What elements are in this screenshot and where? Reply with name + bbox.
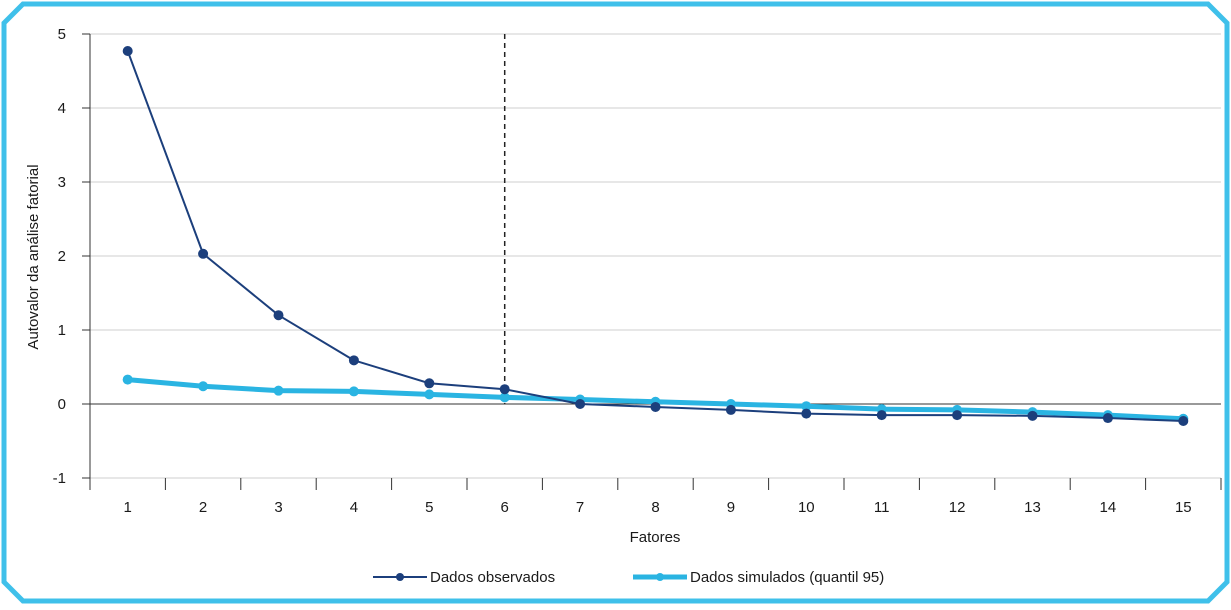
x-axis-title: Fatores <box>630 529 681 546</box>
data-point-observed <box>499 384 510 395</box>
x-tick-label: 5 <box>425 499 433 516</box>
y-tick-label: 2 <box>58 248 66 265</box>
data-point-observed <box>424 378 435 389</box>
data-point-simulated <box>424 389 435 400</box>
data-point-observed <box>1102 413 1113 424</box>
legend-observed-label: Dados observados <box>430 569 555 586</box>
legend-simulated-label: Dados simulados (quantil 95) <box>690 569 884 586</box>
x-tick-label: 15 <box>1175 499 1192 516</box>
axes <box>82 33 1222 490</box>
data-point-observed <box>575 399 586 409</box>
x-tick-label: 8 <box>651 499 659 516</box>
data-point-observed <box>1178 416 1189 427</box>
legend-simulated-marker <box>656 573 664 581</box>
data-point-simulated <box>348 386 359 397</box>
data-point-observed <box>198 248 209 259</box>
y-axis-title: Autovalor da análise fatorial <box>25 164 42 349</box>
series-line-observed <box>126 50 1184 423</box>
data-point-simulated <box>499 392 510 403</box>
x-tick-label: 2 <box>199 499 207 516</box>
data-point-observed <box>801 408 812 419</box>
data-point-observed <box>650 401 661 412</box>
y-tick-label: 1 <box>58 322 66 339</box>
gridlines <box>90 33 1221 479</box>
data-point-simulated <box>801 401 812 412</box>
y-tick-label: -1 <box>53 470 66 487</box>
legend: Dados observados Dados simulados (quanti… <box>373 569 884 586</box>
y-tick-label: 3 <box>58 174 66 191</box>
data-point-simulated <box>273 385 284 396</box>
data-point-observed <box>876 410 887 421</box>
legend-observed-marker <box>396 573 404 581</box>
x-tick-label: 11 <box>874 499 890 516</box>
data-point-observed <box>952 410 963 421</box>
x-tick-label: 14 <box>1100 499 1117 516</box>
data-point-simulated <box>198 381 209 392</box>
x-tick-label: 1 <box>124 499 132 516</box>
data-point-observed <box>725 404 736 415</box>
data-point-simulated <box>122 374 133 385</box>
legend-item-observed: Dados observados <box>373 569 555 586</box>
legend-item-simulated: Dados simulados (quantil 95) <box>633 569 884 586</box>
x-tick-label: 12 <box>949 499 966 516</box>
x-tick-label: 3 <box>274 499 282 516</box>
y-tick-label: 5 <box>58 26 66 43</box>
x-tick-label: 10 <box>798 499 815 516</box>
data-point-observed <box>122 46 133 57</box>
data-point-observed <box>348 355 359 366</box>
x-tick-label: 9 <box>727 499 735 516</box>
x-tick-label: 7 <box>576 499 584 516</box>
x-tick-label: 4 <box>350 499 358 516</box>
y-tick-label: 4 <box>58 100 66 117</box>
x-tick-label: 13 <box>1024 499 1041 516</box>
x-tick-label: 6 <box>501 499 509 516</box>
series-group <box>122 46 1189 427</box>
data-point-observed <box>273 310 284 321</box>
data-point-observed <box>1027 410 1038 421</box>
y-tick-label: 0 <box>58 396 66 413</box>
